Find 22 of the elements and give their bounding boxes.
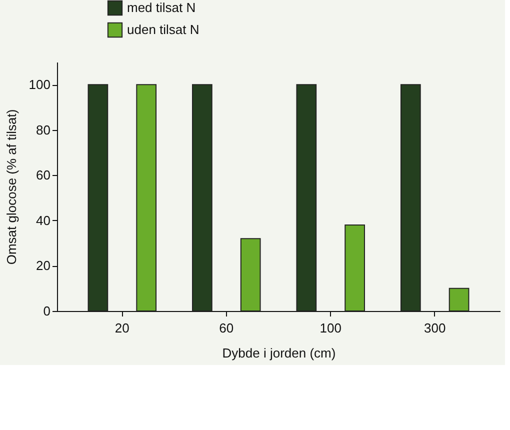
bar bbox=[136, 84, 157, 312]
bar bbox=[88, 84, 108, 312]
y-tick-label: 100 bbox=[28, 77, 50, 92]
y-tick-label: 20 bbox=[36, 258, 50, 274]
y-axis-title: Omsat glocose (% af tilsat) bbox=[4, 109, 19, 265]
bar bbox=[240, 238, 261, 312]
x-tick-label: 100 bbox=[320, 320, 342, 336]
y-tick-label: 60 bbox=[36, 168, 50, 183]
x-tick-label: 60 bbox=[219, 320, 234, 336]
y-tick-label: 40 bbox=[36, 212, 50, 228]
x-tick-label: 20 bbox=[114, 320, 130, 336]
y-tick-label: 0 bbox=[43, 304, 50, 318]
bar bbox=[296, 84, 317, 312]
y-tick-label: 80 bbox=[36, 122, 50, 138]
legend-label: uden tilsat N bbox=[127, 22, 200, 37]
bar bbox=[400, 84, 421, 312]
legend-label: med tilsat N bbox=[127, 0, 196, 15]
bar bbox=[344, 224, 365, 312]
x-tick-label: 300 bbox=[424, 320, 446, 336]
x-axis-title: Dybde i jorden (cm) bbox=[222, 346, 336, 360]
bar bbox=[448, 288, 470, 312]
bar bbox=[192, 84, 212, 312]
